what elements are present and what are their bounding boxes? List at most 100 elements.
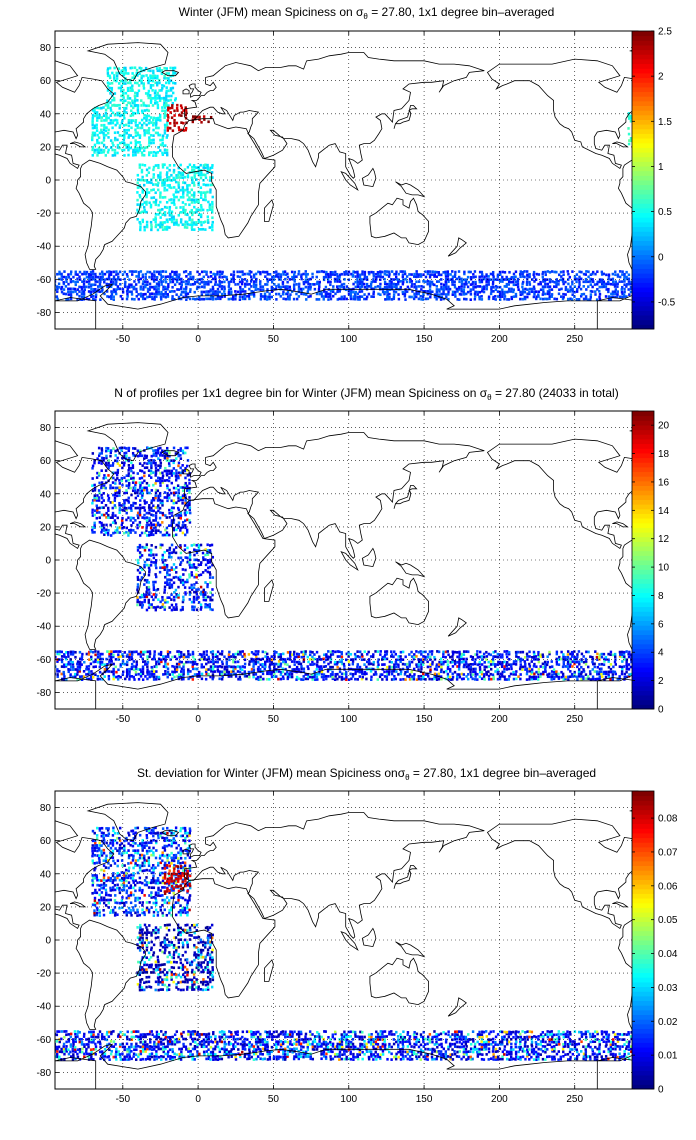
data-cell: [322, 678, 325, 681]
data-cell: [146, 283, 149, 286]
data-cell: [154, 451, 158, 455]
data-cell: [184, 526, 187, 530]
data-cell: [134, 153, 137, 157]
data-cell: [447, 293, 450, 296]
data-cell: [170, 481, 173, 485]
data-cell: [293, 270, 297, 274]
data-cell: [146, 181, 149, 184]
data-cell: [562, 282, 565, 286]
data-cell: [56, 660, 59, 663]
data-cell: [132, 665, 135, 668]
data-cell: [76, 665, 80, 669]
data-cell: [206, 549, 210, 552]
data-cell: [494, 298, 497, 301]
colorbar-segment: [632, 96, 654, 102]
data-cell: [347, 663, 351, 667]
data-cell: [460, 285, 463, 288]
data-cell: [108, 74, 111, 78]
data-cell: [110, 660, 113, 663]
data-cell: [284, 667, 287, 671]
data-cell: [127, 101, 130, 104]
data-cell: [143, 461, 146, 465]
data-cell: [195, 178, 198, 181]
data-cell: [116, 121, 119, 125]
data-cell: [186, 503, 189, 507]
data-cell: [612, 283, 615, 286]
data-cell: [154, 496, 157, 500]
data-cell: [114, 491, 117, 494]
data-cell: [112, 290, 115, 294]
data-cell: [163, 565, 166, 569]
data-cell: [165, 200, 169, 204]
data-cell: [80, 295, 84, 299]
data-cell: [397, 280, 400, 284]
data-cell: [163, 113, 166, 117]
data-cell: [236, 270, 239, 274]
data-cell: [170, 94, 173, 98]
data-cell: [147, 564, 151, 567]
data-cell: [238, 675, 242, 679]
data-cell: [548, 288, 551, 292]
data-cell: [159, 606, 162, 609]
data-cell: [163, 183, 166, 187]
data-cell: [379, 278, 382, 282]
data-cell: [193, 590, 196, 594]
data-cell: [255, 277, 258, 281]
data-cell: [105, 523, 108, 527]
data-cell: [195, 166, 198, 170]
data-cell: [67, 287, 70, 291]
data-cell: [268, 670, 271, 673]
data-cell: [171, 670, 174, 674]
data-cell: [171, 101, 175, 105]
data-cell: [208, 179, 212, 182]
data-cell: [114, 665, 117, 669]
data-cell: [139, 287, 142, 291]
data-cell: [100, 151, 103, 154]
data-cell: [270, 672, 273, 676]
data-cell: [153, 653, 156, 656]
data-cell: [93, 461, 96, 465]
data-cell: [124, 123, 128, 127]
data-cell: [172, 518, 176, 522]
data-cell: [335, 285, 339, 288]
data-cell: [152, 461, 155, 465]
data-cell: [449, 273, 452, 276]
data-cell: [179, 220, 183, 224]
data-cell: [174, 180, 178, 184]
data-cell: [126, 295, 129, 298]
data-cell: [510, 287, 513, 291]
data-cell: [181, 486, 185, 489]
data-cell: [161, 598, 164, 602]
data-cell: [211, 593, 214, 597]
data-cell: [199, 220, 203, 224]
data-cell: [326, 278, 330, 281]
data-cell: [264, 283, 267, 286]
data-cell: [168, 673, 172, 676]
data-cell: [119, 114, 122, 118]
data-cell: [109, 273, 113, 276]
data-cell: [188, 566, 192, 569]
data-cell: [157, 504, 160, 507]
data-cell: [571, 282, 574, 286]
data-cell: [311, 678, 314, 681]
data-cell: [150, 275, 154, 278]
data-cell: [268, 677, 271, 681]
data-cell: [132, 471, 135, 475]
data-cell: [354, 297, 357, 301]
data-cell: [159, 273, 163, 277]
data-cell: [139, 294, 143, 298]
data-cell: [165, 478, 169, 482]
data-cell: [136, 488, 140, 492]
data-cell: [115, 494, 119, 498]
data-cell: [127, 121, 130, 124]
data-cell: [186, 518, 189, 522]
data-cell: [383, 282, 387, 286]
data-cell: [172, 576, 176, 579]
data-cell: [273, 650, 276, 653]
data-cell: [412, 297, 416, 301]
data-cell: [122, 463, 126, 467]
data-cell: [506, 298, 509, 301]
data-cell: [327, 298, 330, 301]
data-cell: [117, 655, 120, 659]
data-cell: [569, 285, 572, 289]
